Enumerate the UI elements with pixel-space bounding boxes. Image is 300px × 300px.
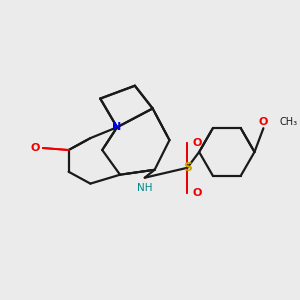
Text: N: N xyxy=(112,122,122,132)
Text: O: O xyxy=(193,138,202,148)
Text: O: O xyxy=(259,117,268,127)
Text: CH₃: CH₃ xyxy=(279,117,297,127)
Text: NH: NH xyxy=(137,183,152,193)
Text: O: O xyxy=(30,143,40,153)
Text: S: S xyxy=(183,161,192,174)
Text: O: O xyxy=(193,188,202,197)
